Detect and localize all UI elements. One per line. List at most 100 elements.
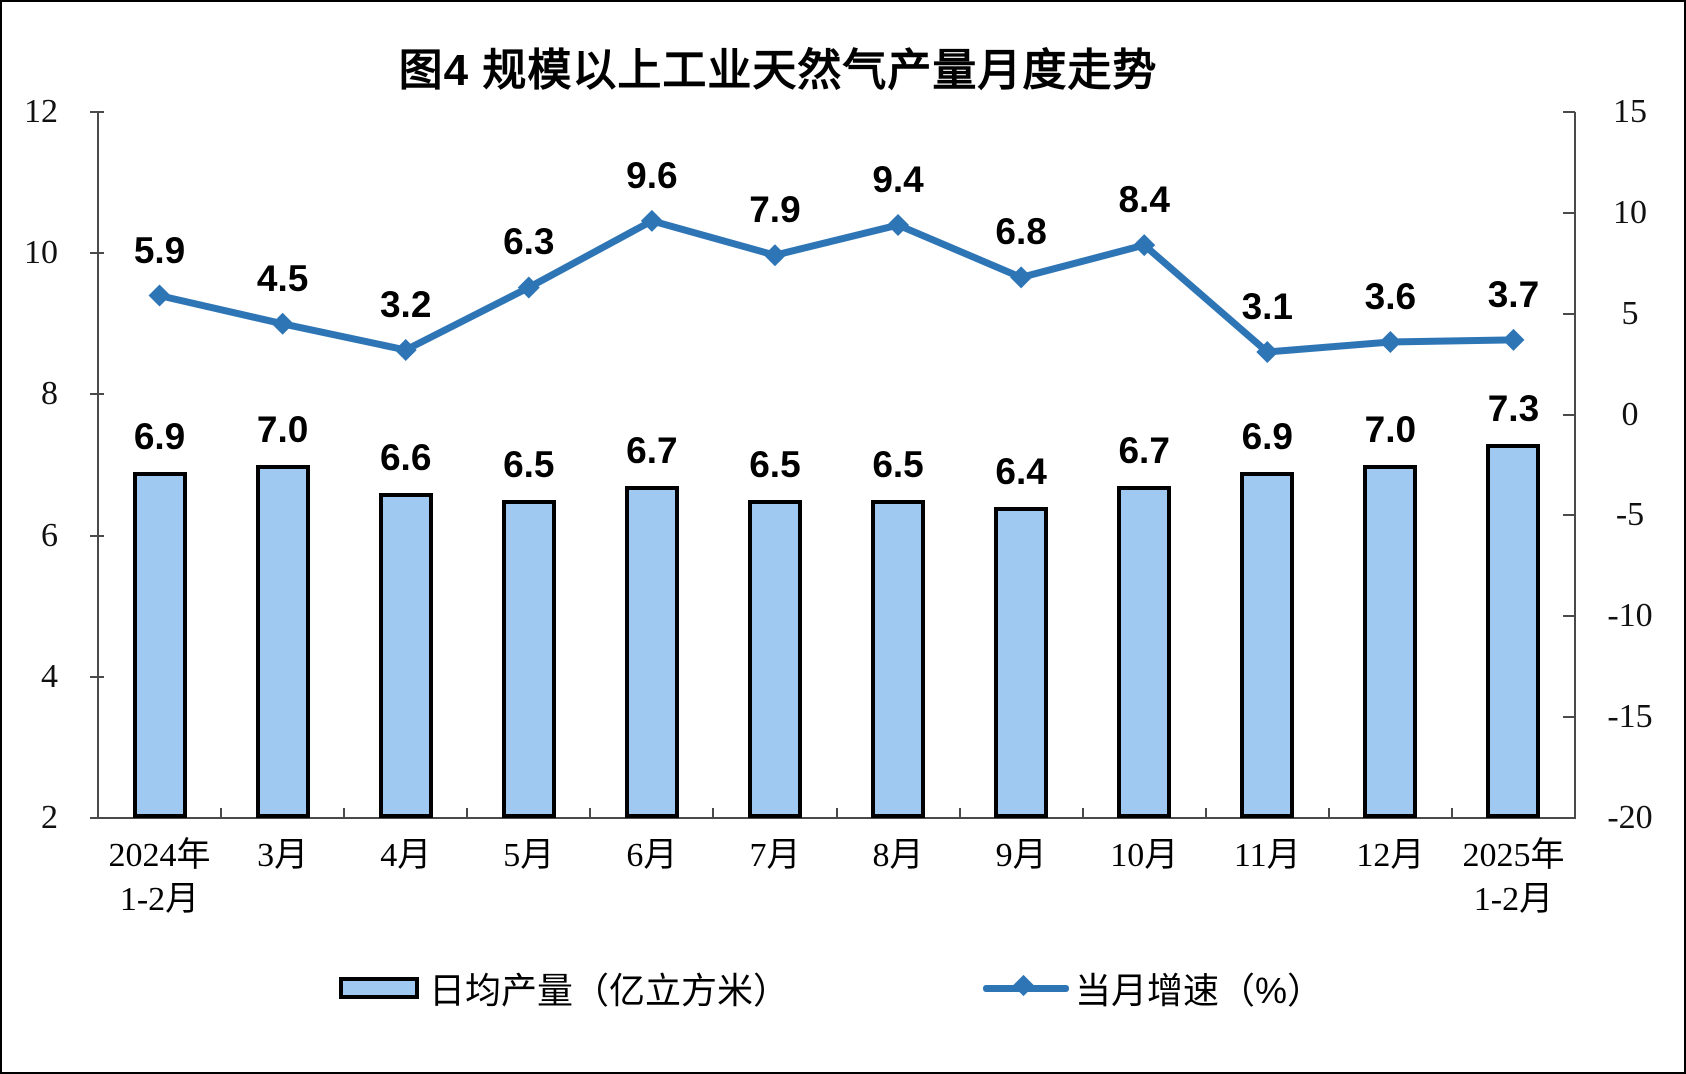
x-axis-boundary-tick	[466, 808, 469, 817]
daily-output-bar	[994, 507, 1049, 818]
x-axis-line	[97, 817, 1576, 819]
x-axis-boundary-tick	[1204, 808, 1207, 817]
x-axis-boundary-tick	[589, 808, 592, 817]
right-axis-tick-label: -5	[1615, 496, 1645, 534]
x-axis-boundary-tick	[835, 808, 838, 817]
left-axis-tick-label: 12	[24, 93, 58, 130]
left-axis-tick	[90, 675, 104, 678]
line-value-label: 9.6	[626, 154, 678, 196]
x-axis-category-label: 10月	[1110, 837, 1179, 874]
x-axis-category-label: 9月	[995, 837, 1047, 874]
growth-rate-line	[158, 217, 1514, 356]
bar-value-label: 6.6	[379, 437, 432, 479]
x-axis-boundary-tick	[712, 808, 715, 817]
daily-output-bar	[624, 486, 679, 818]
daily-output-bar	[871, 500, 926, 818]
right-axis-tick-label: -20	[1607, 799, 1653, 836]
bar-value-label: 6.9	[1241, 416, 1293, 458]
daily-output-bar	[255, 465, 310, 818]
line-value-label: 5.9	[133, 229, 186, 271]
x-axis-category-label: 7月	[749, 837, 801, 874]
diamond-data-point	[517, 276, 540, 299]
line-legend-label: 当月增速（%）	[1075, 970, 1324, 1011]
right-axis-tick	[1563, 211, 1575, 214]
left-axis-tick-label: 2	[41, 799, 58, 836]
bar-value-label: 6.9	[133, 416, 186, 458]
x-axis-category-label: 2024年 1-2月	[108, 837, 211, 918]
right-axis-tick	[1563, 817, 1575, 819]
chart-title: 图4 规模以上工业天然气产量月度走势	[398, 46, 1158, 95]
x-axis-boundary-tick	[958, 808, 961, 817]
right-axis-tick	[1563, 716, 1575, 719]
x-axis-category-label: 11月	[1233, 837, 1301, 874]
x-axis-boundary-tick	[1081, 808, 1084, 817]
left-axis-tick	[90, 534, 104, 537]
bar-value-label: 6.5	[749, 444, 801, 486]
line-value-label: 6.3	[503, 221, 555, 263]
daily-output-bar	[501, 500, 556, 818]
daily-output-bar	[132, 472, 187, 818]
left-axis-line	[97, 112, 99, 818]
x-axis-boundary-tick	[220, 808, 223, 817]
diamond-marker-icon	[1012, 974, 1035, 997]
right-axis-tick	[1563, 312, 1575, 315]
legend-item-bar: 日均产量（亿立方米）	[339, 962, 789, 1014]
bar-value-label: 7.0	[256, 409, 309, 450]
right-axis-tick-label: -15	[1607, 698, 1653, 736]
left-axis-tick-label: 8	[41, 375, 58, 413]
bar-value-label: 6.5	[872, 444, 924, 486]
line-value-label: 3.6	[1364, 275, 1417, 317]
line-value-label: 3.2	[379, 284, 432, 326]
diamond-data-point	[1133, 234, 1156, 257]
x-axis-category-label: 4月	[380, 837, 432, 874]
line-value-label: 7.9	[749, 189, 801, 231]
bar-value-label: 7.3	[1487, 387, 1540, 429]
right-axis-tick-label: 10	[1613, 193, 1647, 231]
line-value-label: 6.8	[995, 211, 1047, 253]
x-axis-boundary-tick	[343, 808, 346, 817]
right-axis-tick-label: 15	[1613, 93, 1647, 130]
diamond-data-point	[640, 209, 663, 232]
x-axis-category-label: 2025年 1-2月	[1462, 837, 1565, 918]
diamond-data-point	[394, 339, 417, 362]
diamond-data-point	[763, 244, 786, 267]
right-axis-tick-label: 0	[1621, 395, 1639, 433]
left-axis-tick-label: 10	[24, 234, 58, 272]
diamond-data-point	[1010, 266, 1033, 289]
x-axis-boundary-tick	[97, 808, 99, 817]
left-axis-tick-label: 4	[41, 657, 58, 695]
daily-output-bar	[1363, 465, 1418, 818]
left-axis-tick-label: 6	[41, 516, 58, 554]
diamond-data-point	[887, 213, 910, 236]
daily-output-bar	[378, 493, 433, 818]
right-axis-tick	[1563, 413, 1575, 416]
x-axis-boundary-tick	[1327, 808, 1330, 817]
diamond-data-point	[1256, 341, 1279, 364]
daily-output-bar	[1117, 486, 1172, 818]
left-axis-tick	[90, 252, 104, 255]
daily-output-bar	[1486, 443, 1541, 818]
x-axis-category-label: 12月	[1356, 837, 1425, 874]
bar-value-label: 6.5	[503, 444, 555, 486]
left-axis-tick	[90, 817, 104, 819]
x-axis-category-label: 8月	[872, 837, 924, 874]
line-legend-swatch	[983, 974, 1069, 999]
diamond-data-point	[1379, 330, 1402, 353]
right-axis-tick	[1563, 111, 1575, 113]
bar-value-label: 7.0	[1364, 409, 1417, 450]
right-axis-line	[1574, 112, 1576, 818]
left-axis-tick	[90, 111, 104, 113]
left-axis-tick	[90, 393, 104, 396]
daily-output-bar	[1240, 472, 1295, 818]
line-value-label: 3.7	[1487, 273, 1540, 315]
diamond-data-point	[148, 284, 171, 307]
line-value-label: 4.5	[256, 257, 309, 299]
x-axis-boundary-tick	[1450, 808, 1453, 817]
line-value-label: 3.1	[1241, 286, 1293, 328]
x-axis-category-label: 3月	[257, 837, 309, 874]
right-axis-tick	[1563, 514, 1575, 517]
right-axis-tick-label: 5	[1621, 294, 1639, 332]
diamond-data-point	[1502, 328, 1525, 351]
